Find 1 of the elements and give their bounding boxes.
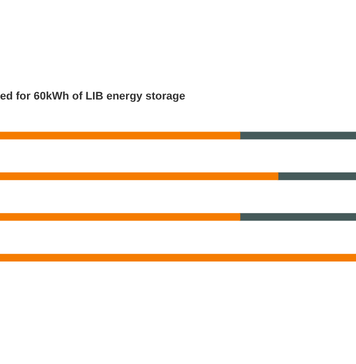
chart-title: ed for 60kWh of LIB energy storage: [0, 90, 186, 103]
